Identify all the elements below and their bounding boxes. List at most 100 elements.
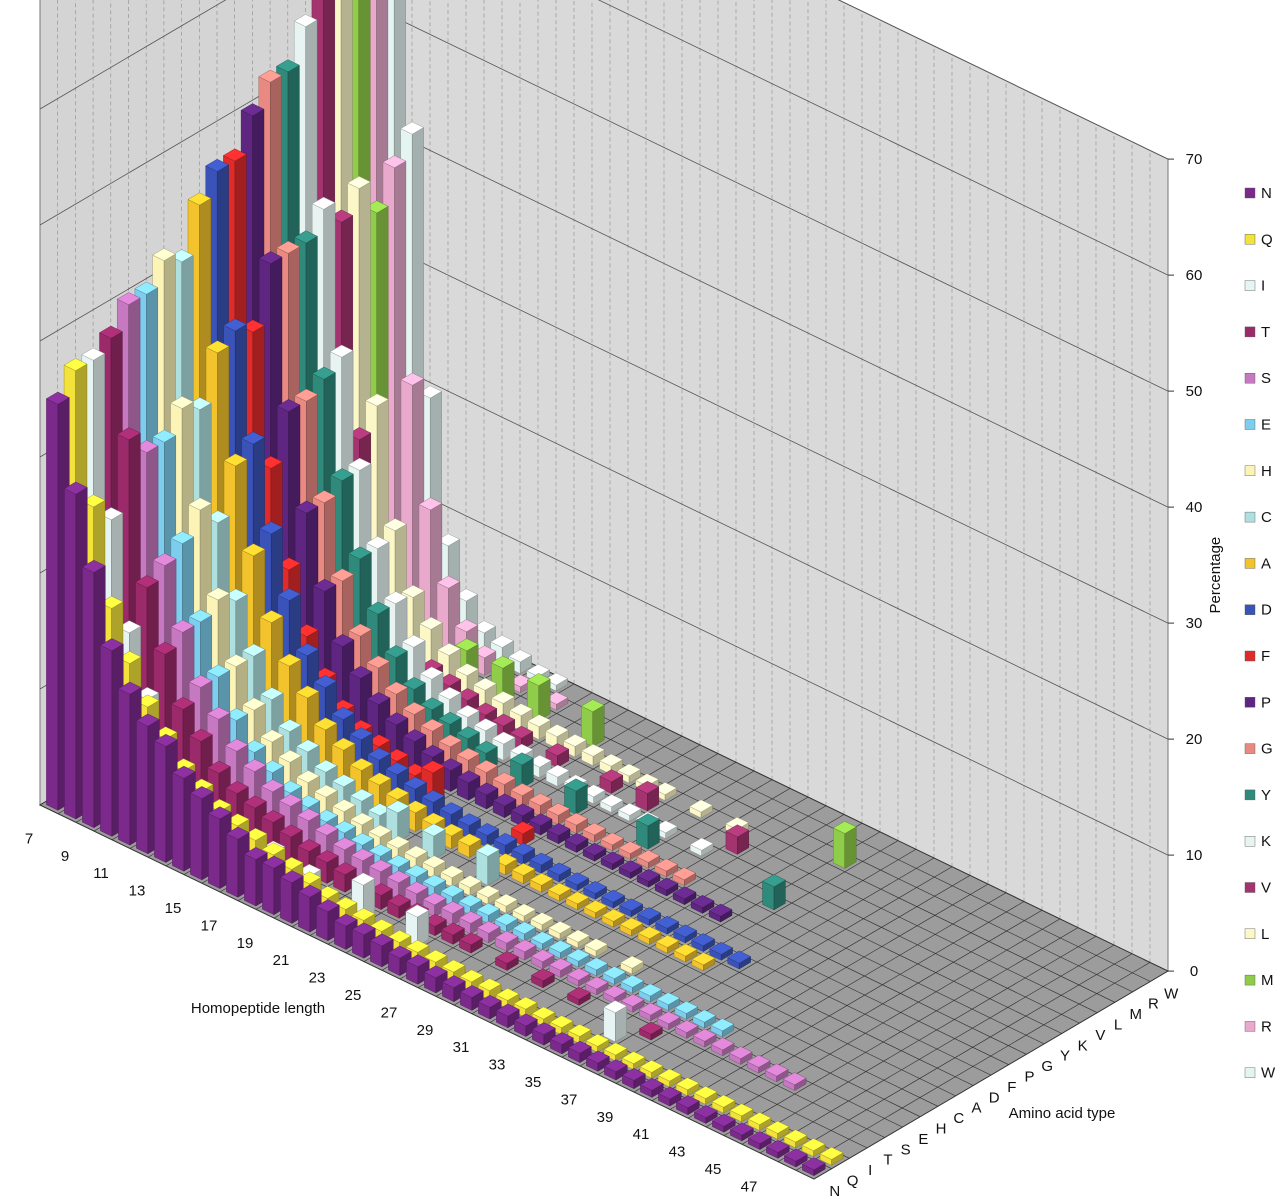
y-tick-label: K — [1078, 1037, 1088, 1054]
bar-A-32 — [637, 926, 662, 945]
bar-N-38 — [603, 1059, 628, 1081]
bar-D-32 — [655, 915, 680, 935]
x-tick-label: 25 — [345, 987, 362, 1004]
bar-H-31 — [584, 938, 608, 958]
bar-Q-46 — [765, 1120, 790, 1140]
bar-E-29 — [530, 931, 555, 951]
x-tick-label: 27 — [381, 1004, 398, 1021]
bar-Q-37 — [603, 1042, 628, 1062]
legend-item-P: P — [1244, 694, 1271, 711]
bar-M-20 — [580, 699, 605, 747]
bar-A-26 — [529, 872, 554, 893]
y-tick-label: P — [1025, 1069, 1035, 1086]
bar-P-23 — [528, 813, 553, 836]
legend-swatch — [1244, 419, 1256, 430]
bar-D-29 — [601, 889, 626, 909]
x-tick-label: 45 — [705, 1161, 722, 1178]
bar-D-24 — [511, 842, 536, 865]
bar-Q-47 — [783, 1129, 808, 1149]
bar-Q-44 — [729, 1103, 754, 1123]
bar-N-45 — [729, 1122, 754, 1142]
bar-A-28 — [565, 891, 590, 911]
bar-E-31 — [566, 948, 591, 968]
y-axis-title: Amino acid type — [1009, 1105, 1116, 1122]
bar-D-23 — [493, 832, 518, 857]
bar-S-44 — [782, 1072, 807, 1091]
x-tick-label: 35 — [525, 1074, 542, 1091]
z-tick-label: 0 — [1190, 963, 1198, 980]
legend-swatch — [1244, 882, 1256, 893]
bar-S-37 — [656, 1011, 681, 1031]
legend-swatch — [1244, 650, 1256, 662]
x-tick-label: 49 — [777, 1196, 794, 1198]
legend-swatch — [1244, 280, 1256, 291]
bar-H-23 — [440, 865, 464, 888]
bar-E-34 — [620, 974, 645, 994]
legend-item-L: L — [1244, 926, 1269, 943]
bar-P-26 — [582, 842, 607, 862]
x-tick-label: 7 — [25, 830, 33, 847]
bar-L-27 — [689, 799, 713, 819]
z-gridline — [837, 0, 1169, 160]
bar-E-38 — [692, 1009, 717, 1029]
bar-S-33 — [584, 976, 609, 996]
bar-N-35 — [549, 1032, 574, 1055]
bar-E-33 — [602, 966, 627, 985]
legend-item-R: R — [1244, 1018, 1272, 1035]
bar-K-24 — [599, 794, 624, 813]
bar-D-26 — [547, 862, 572, 883]
y-tick-label: E — [918, 1131, 928, 1148]
bar-G-26 — [600, 832, 625, 852]
x-tick-label: 39 — [597, 1109, 614, 1126]
bar-H-26 — [494, 893, 518, 914]
legend-item-T: T — [1244, 324, 1270, 341]
bar-C-21 — [421, 823, 446, 860]
y-tick-label: F — [1007, 1079, 1016, 1096]
bar-P-31 — [672, 886, 697, 906]
bar-S-38 — [674, 1020, 699, 1039]
bar-H-30 — [566, 929, 590, 949]
y-tick-label: Q — [847, 1173, 859, 1190]
bar-N-28 — [423, 965, 448, 994]
bar-N-31 — [477, 994, 502, 1020]
bar-E-35 — [638, 983, 663, 1003]
bar-T-29 — [495, 951, 519, 971]
bar-A-31 — [619, 917, 644, 937]
bar-N-32 — [495, 1003, 520, 1029]
legend-label: D — [1261, 602, 1272, 619]
bar-S-27 — [476, 920, 501, 944]
legend-label: E — [1261, 417, 1271, 434]
bar-N-46 — [747, 1131, 772, 1150]
y-tick-label: N — [829, 1183, 840, 1198]
legend-label: V — [1261, 880, 1271, 897]
bar-D-36 — [727, 950, 752, 970]
bar-Q-35 — [567, 1024, 592, 1044]
y-tick-label: C — [953, 1110, 964, 1127]
bar-P-21 — [492, 793, 517, 819]
bar-N-43 — [693, 1105, 718, 1124]
y-tick-label: Y — [1060, 1048, 1070, 1065]
bar-P-32 — [690, 895, 715, 914]
legend-swatch — [1244, 604, 1256, 615]
bar-E-26 — [476, 902, 501, 924]
bar-E-37 — [674, 1000, 699, 1020]
legend-label: L — [1261, 926, 1269, 943]
x-tick-label: 47 — [741, 1178, 758, 1195]
bar-H-29 — [548, 920, 572, 940]
bar-D-27 — [565, 872, 590, 892]
legend-item-D: D — [1244, 602, 1272, 619]
legend-swatch — [1244, 187, 1256, 199]
bar-I-36 — [603, 1000, 628, 1043]
x-tick-label: 9 — [61, 848, 69, 865]
bar-S-28 — [494, 930, 519, 952]
z-tick-label: 30 — [1186, 615, 1203, 632]
bar-S-42 — [746, 1054, 771, 1074]
bar-N-30 — [459, 985, 484, 1011]
bar-T-20 — [333, 862, 357, 893]
bar-A-25 — [511, 863, 536, 885]
bar-M-34 — [832, 821, 857, 869]
legend-item-F: F — [1244, 648, 1270, 665]
bar-Q-38 — [621, 1051, 646, 1070]
bar-L-21 — [581, 743, 605, 767]
